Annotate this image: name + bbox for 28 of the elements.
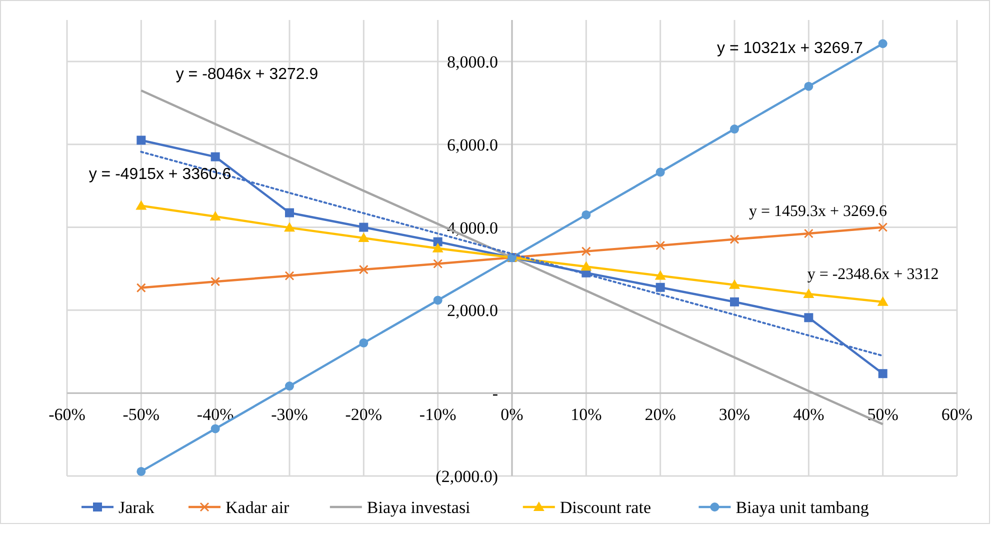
x-tick-label: 50% bbox=[867, 405, 898, 424]
x-tick-label: -60% bbox=[48, 405, 86, 424]
y-tick-label: 6,000.0 bbox=[447, 135, 498, 154]
y-tick-label: 2,000.0 bbox=[447, 301, 498, 320]
x-tick-label: 60% bbox=[941, 405, 973, 424]
y-tick-label: - bbox=[492, 384, 498, 404]
x-tick-label: -30% bbox=[271, 405, 308, 424]
annotation: y = -8046x + 3272.9 bbox=[176, 66, 318, 83]
annotation: y = -4915x + 3360.6 bbox=[88, 166, 232, 183]
x-tick-label: -10% bbox=[419, 405, 456, 424]
x-tick-label: 40% bbox=[793, 405, 824, 424]
annotation: y = 10321x + 3269.7 bbox=[717, 40, 864, 57]
annotation: y = 1459.3x + 3269.6 bbox=[748, 203, 888, 220]
legend-label: Discount rate bbox=[560, 498, 652, 517]
x-tick-label: 20% bbox=[644, 405, 676, 424]
x-tick-label: 30% bbox=[718, 405, 750, 424]
legend-label: Jarak bbox=[118, 498, 155, 517]
legend-label: Biaya unit tambang bbox=[736, 498, 870, 517]
y-tick-label: (2,000.0) bbox=[436, 467, 498, 486]
x-tick-label: -50% bbox=[122, 405, 160, 424]
x-tick-label: -20% bbox=[345, 405, 382, 424]
legend-label: Biaya investasi bbox=[366, 498, 471, 517]
y-tick-label: 8,000.0 bbox=[447, 52, 498, 72]
x-tick-label: 0% bbox=[500, 405, 524, 424]
x-tick-label: -40% bbox=[196, 405, 234, 424]
legend-label: Kadar air bbox=[226, 498, 290, 517]
annotation: y = -2348.6x + 3312 bbox=[807, 266, 939, 283]
x-tick-label: 10% bbox=[570, 405, 602, 424]
